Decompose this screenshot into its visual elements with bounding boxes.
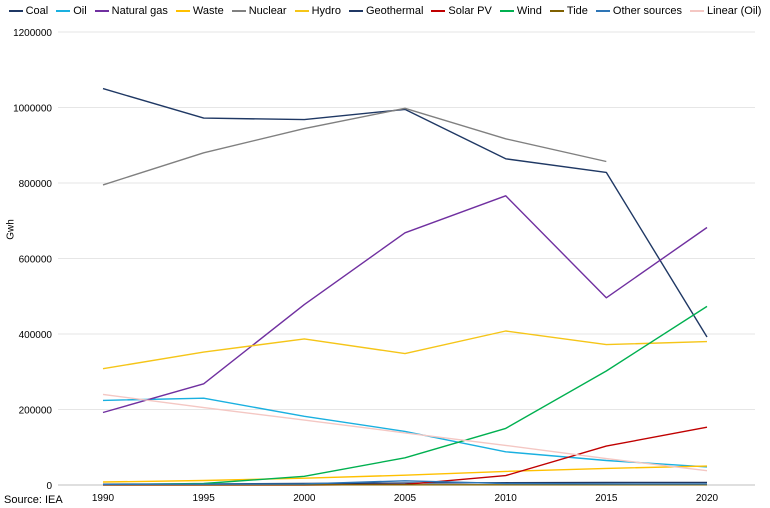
legend-label: Wind	[516, 5, 542, 17]
y-tick-label: 1000000	[13, 104, 52, 115]
legend-swatch	[348, 10, 363, 12]
legend-swatch	[175, 10, 190, 12]
legend-swatch	[231, 10, 246, 12]
series-line-oil	[102, 397, 708, 468]
x-tick-label: 1990	[92, 493, 115, 504]
y-tick-label: 200000	[19, 406, 53, 417]
legend-label: Nuclear	[248, 5, 287, 17]
legend-item: Linear (Oil)	[690, 5, 761, 17]
source-note: Source: IEA	[4, 494, 63, 506]
legend-label: Hydro	[311, 5, 341, 17]
legend-label: Other sources	[612, 5, 682, 17]
x-tick-label: 2005	[394, 493, 417, 504]
legend: Coal Oil Natural gas Waste Nuclear Hydro Geoth…	[0, 5, 770, 17]
legend-item: Waste	[175, 5, 224, 17]
legend-swatch	[549, 10, 564, 12]
legend-item: Solar PV	[431, 5, 492, 17]
legend-label: Solar PV	[448, 5, 492, 17]
series-line-other-sources	[102, 480, 707, 486]
y-tick-labels: 0 200000 400000 600000 800000 1000000 1200000	[13, 28, 52, 492]
x-tick-label: 2000	[293, 493, 316, 504]
series-lines	[102, 87, 708, 486]
legend-item: Geothermal	[348, 5, 424, 17]
legend-swatch	[8, 10, 23, 12]
y-tick-label: 1200000	[13, 28, 52, 39]
x-tick-label: 1995	[193, 493, 216, 504]
series-line-linear-oil	[102, 393, 708, 472]
x-tick-label: 2015	[595, 493, 618, 504]
legend-item: Nuclear	[231, 5, 287, 17]
legend-item: Tide	[549, 5, 588, 17]
y-tick-label: 600000	[19, 255, 53, 266]
legend-label: Coal	[25, 5, 49, 17]
series-line-wind	[102, 305, 708, 486]
legend-swatch	[499, 10, 514, 12]
legend-item: Natural gas	[94, 5, 168, 17]
legend-item: Coal	[8, 5, 49, 17]
legend-swatch	[294, 10, 309, 12]
series-line-nuclear	[102, 107, 607, 186]
x-tick-label: 2010	[495, 493, 518, 504]
legend-swatch	[94, 10, 109, 12]
series-line-coal	[102, 87, 708, 338]
grid-lines	[58, 31, 755, 486]
x-tick-label: 2020	[696, 493, 719, 504]
x-tick-labels: 1990 1995 2000 2005 2010 2015 2020	[92, 493, 719, 504]
legend-swatch	[690, 10, 704, 12]
legend-label: Oil	[73, 5, 87, 17]
series-line-solar-pv	[103, 426, 708, 486]
legend-item: Oil	[56, 5, 87, 17]
legend-label: Geothermal	[365, 5, 424, 17]
y-tick-label: 400000	[19, 330, 53, 341]
y-axis-label: Gwh	[5, 219, 17, 240]
y-tick-label: 800000	[19, 179, 53, 190]
legend-item: Hydro	[294, 5, 341, 17]
y-tick-label: 0	[46, 481, 52, 492]
series-line-natural-gas	[102, 195, 708, 414]
legend-label: Natural gas	[111, 5, 168, 17]
legend-swatch	[595, 10, 610, 12]
legend-label: Waste	[192, 5, 224, 17]
series-line-hydro	[102, 330, 708, 370]
legend-item: Other sources	[595, 5, 682, 17]
series-line-waste	[102, 465, 708, 483]
legend-label: Linear (Oil)	[707, 5, 762, 17]
legend-item: Wind	[499, 5, 542, 17]
legend-swatch	[431, 10, 446, 12]
legend-swatch	[56, 10, 71, 12]
legend-label: Tide	[566, 5, 588, 17]
